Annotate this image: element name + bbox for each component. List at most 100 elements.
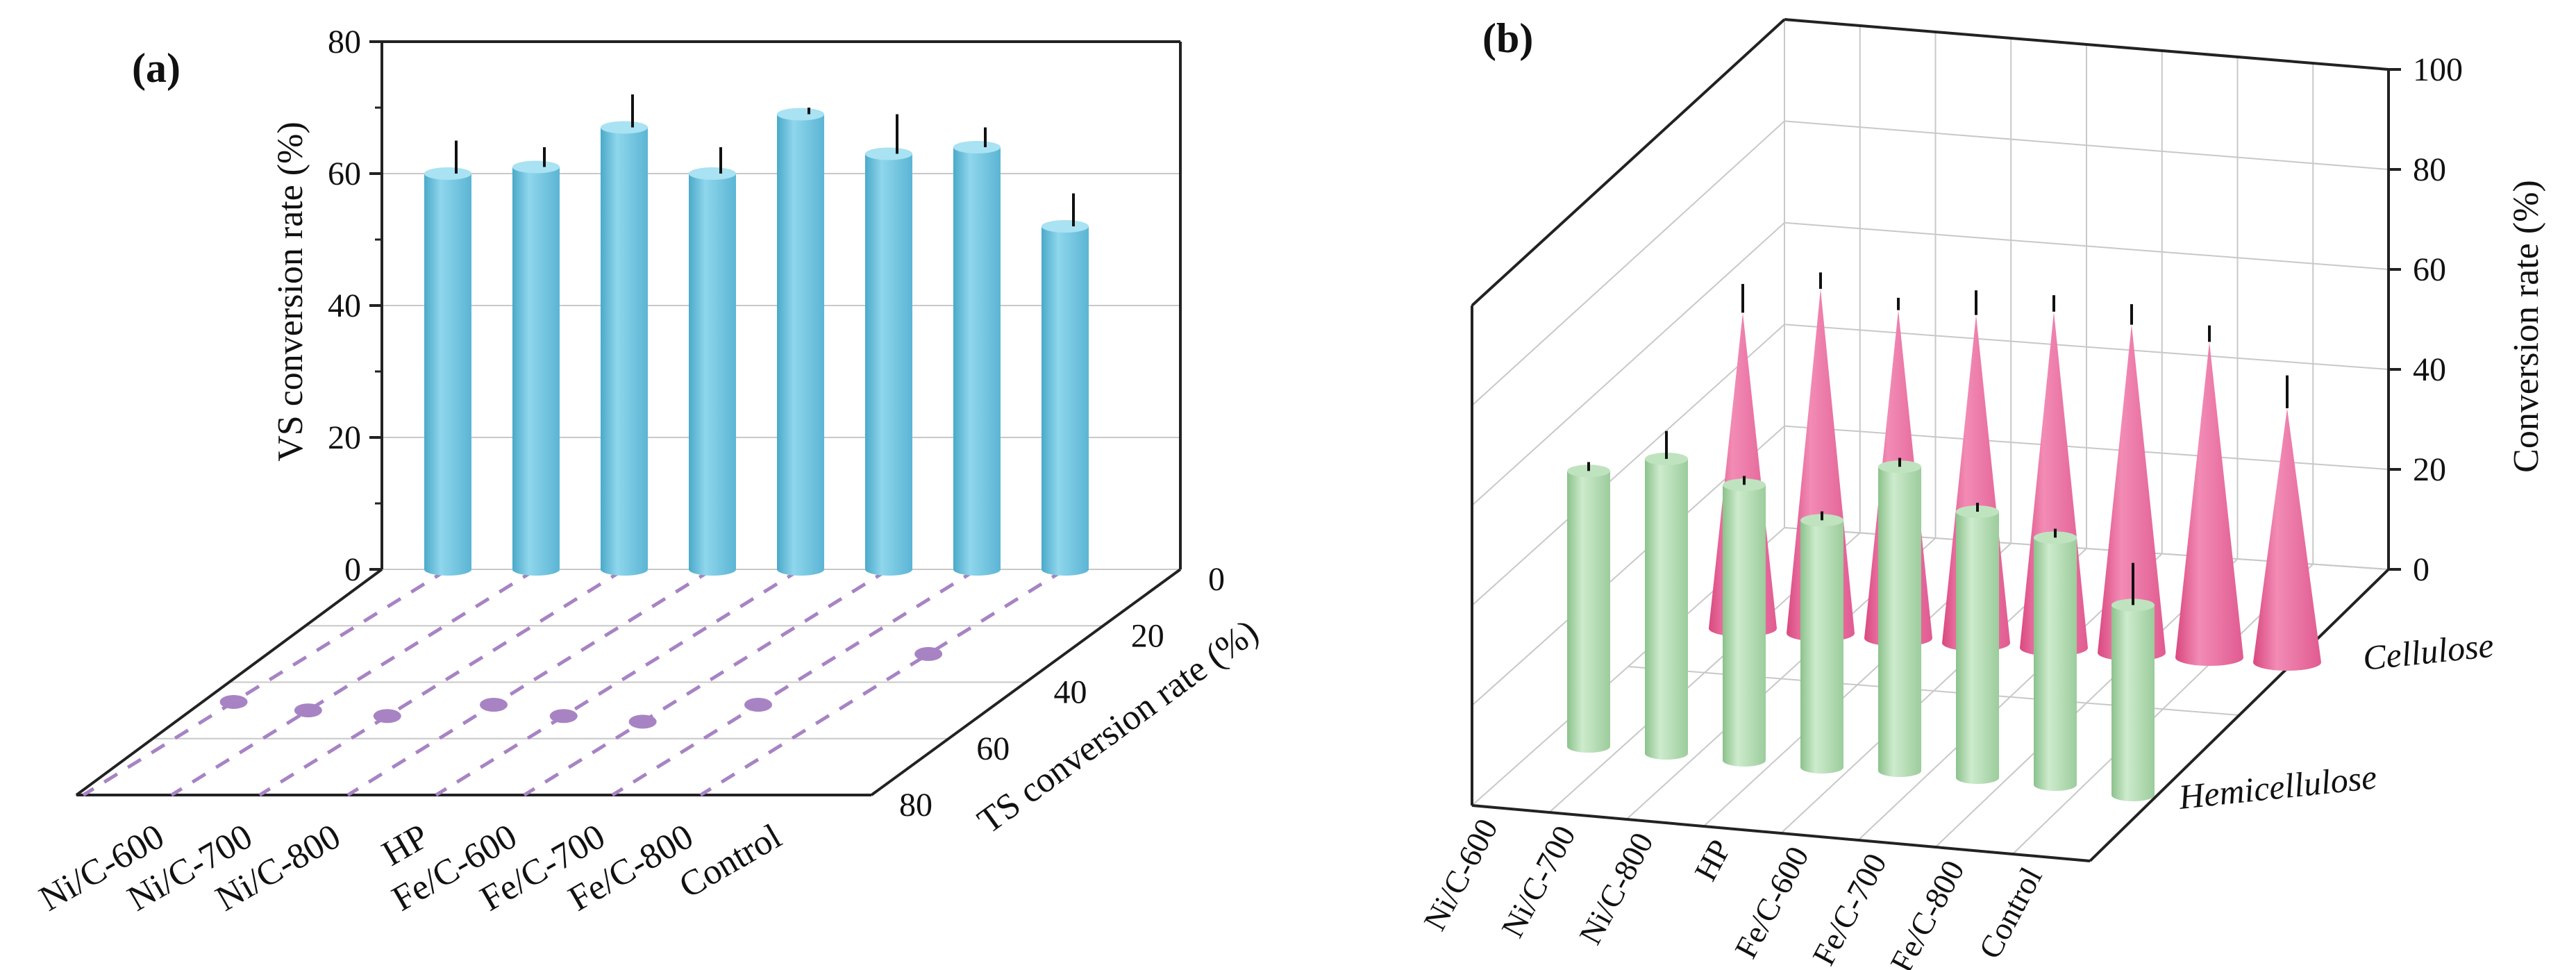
panel-b-wall-gridline bbox=[1471, 120, 1785, 406]
panel-b-top-left-edge bbox=[1471, 18, 1786, 307]
panel-a-ts-point bbox=[373, 709, 401, 724]
panel-b-cellulose-cone bbox=[2253, 375, 2321, 671]
panel-a-vs-bar-top bbox=[777, 108, 824, 121]
panel-b-y-tick-label: 60 bbox=[2413, 251, 2446, 288]
panel-b-category-label: Ni/C-700 bbox=[1494, 820, 1582, 943]
panel-b-hemicellulose-bar bbox=[2111, 562, 2155, 801]
panel-a-z-axis-title: TS conversion rate (%) bbox=[971, 612, 1266, 841]
panel-b-wall-gridline bbox=[1471, 222, 1785, 506]
panel-b-hemicellulose-bar bbox=[1956, 503, 1999, 784]
panel-b-hemicellulose-bar-body bbox=[1567, 471, 1610, 753]
panel-b-y-tick-label: 20 bbox=[2413, 451, 2446, 488]
panel-a-vs-bar-top bbox=[512, 160, 560, 174]
panel-b-cellulose-cone-body bbox=[2098, 324, 2166, 661]
panel-a-z-tick-label: 60 bbox=[976, 730, 1010, 767]
panel-b-wall-gridline bbox=[1471, 324, 1785, 606]
panel-b-cellulose-cone bbox=[2098, 304, 2166, 661]
panel-b-hemicellulose-bar-body bbox=[2034, 537, 2077, 791]
panel-a-y-ticks: 0 20 40 60 80 bbox=[328, 24, 382, 588]
panel-b-top-back-edge bbox=[1784, 18, 2389, 71]
panel-a-vs-bar bbox=[865, 114, 912, 576]
panel-b-hemicellulose-bar-body bbox=[1723, 485, 1766, 767]
panel-b-hemicellulose-bar bbox=[1723, 476, 1766, 767]
panel-a-label: (a) bbox=[132, 45, 181, 91]
panel-a-z-tick-label: 20 bbox=[1131, 617, 1164, 654]
panel-b-series-label-hemicellulose: Hemicellulose bbox=[2176, 757, 2378, 817]
panel-b-category-label: Control bbox=[1972, 862, 2049, 964]
panel-a-ts-point bbox=[219, 694, 248, 709]
panel-b-category-label: Ni/C-800 bbox=[1572, 827, 1660, 950]
panel-b-hemicellulose-bar bbox=[1878, 458, 1921, 777]
panel-a-vs-series bbox=[424, 94, 1089, 576]
panel-b-category-label: Ni/C-600 bbox=[1416, 813, 1505, 936]
panel-b-category-label: Fe/C-700 bbox=[1805, 848, 1893, 970]
panel-b-hemicellulose-bar bbox=[2034, 528, 2077, 791]
panel-a-ts-point bbox=[914, 646, 943, 661]
panel-b-y-tick-label: 40 bbox=[2413, 351, 2446, 388]
panel-b-y-tick-label: 80 bbox=[2413, 151, 2446, 188]
panel-b-cellulose-cone bbox=[2175, 325, 2243, 666]
panel-b-y-tick-label: 100 bbox=[2413, 51, 2463, 88]
panel-a-vs-bar-body bbox=[777, 114, 824, 576]
panel-b-series-label-cellulose: Cellulose bbox=[2361, 626, 2495, 678]
panel-b-front-edge bbox=[1471, 804, 2091, 862]
panel-b-cellulose-cone-body bbox=[2253, 408, 2321, 671]
panel-a: (a) 0 20 40 60 80 0 20 40 60 80 Ni/C-600Ni/C-700… bbox=[33, 24, 1265, 919]
panel-a-y-tick-label: 80 bbox=[328, 24, 361, 60]
panel-a-ts-point bbox=[480, 698, 508, 712]
panel-a-vs-bar-top bbox=[689, 167, 736, 180]
panel-a-z-tick-label: 80 bbox=[899, 787, 932, 823]
panel-b-hemicellulose-bar-body bbox=[1645, 458, 1688, 760]
panel-a-vs-bar-top bbox=[1042, 220, 1089, 233]
panel-a-ts-point bbox=[744, 698, 772, 712]
panel-b-y-axis-title: Conversion rate (%) bbox=[2507, 180, 2546, 473]
panel-b-right-edge bbox=[2089, 568, 2390, 862]
panel-b-hemicellulose-bar-body bbox=[2111, 605, 2155, 801]
panel-b-hemicellulose-bar-body bbox=[1956, 511, 1999, 784]
panel-a-right-edge bbox=[870, 568, 1182, 796]
panel-a-ts-point bbox=[628, 714, 657, 729]
panel-a-ts-point bbox=[294, 703, 322, 718]
panel-a-vs-bar bbox=[689, 147, 736, 576]
panel-a-vs-bar-body bbox=[689, 174, 736, 576]
panel-a-vs-bar-body bbox=[953, 147, 1001, 576]
panel-a-y-tick-label: 40 bbox=[328, 287, 361, 324]
panel-b-hemicellulose-bar bbox=[1800, 511, 1843, 774]
panel-a-vs-bar bbox=[1042, 193, 1089, 576]
panel-a-left-edge bbox=[75, 568, 383, 796]
panel-a-vs-bar bbox=[601, 94, 648, 576]
panel-a-vs-bar-body bbox=[601, 127, 648, 576]
panel-a-floor-grid bbox=[153, 625, 1103, 739]
panel-a-z-tick-label: 0 bbox=[1208, 561, 1225, 598]
panel-b-category-label: HP bbox=[1687, 834, 1738, 887]
panel-a-vs-bar bbox=[953, 127, 1001, 576]
panel-b-hemicellulose-bar bbox=[1645, 430, 1688, 760]
panel-b-hemicellulose-series bbox=[1567, 430, 2155, 801]
panel-a-y-tick-label: 20 bbox=[328, 419, 361, 456]
panel-a-vs-bar-body bbox=[424, 174, 471, 576]
panel-b-hemicellulose-bar-body bbox=[1800, 520, 1843, 774]
panel-b-y-ticks: 0 20 40 60 80 100 bbox=[2389, 51, 2463, 588]
panel-a-vs-bar bbox=[512, 147, 560, 576]
panel-a-ts-point bbox=[549, 709, 578, 724]
panel-b-hemicellulose-bar-body bbox=[1878, 467, 1921, 777]
panel-a-vs-bar-body bbox=[865, 153, 912, 576]
panel-a-y-tick-label: 0 bbox=[344, 551, 361, 588]
panel-a-ts-series bbox=[82, 567, 1067, 797]
panel-a-y-axis-title: VS conversion rate (%) bbox=[271, 122, 310, 462]
panel-b-y-tick-label: 0 bbox=[2413, 551, 2429, 588]
panel-b-category-label: Fe/C-600 bbox=[1728, 841, 1816, 964]
panel-a-vs-bar-body bbox=[1042, 226, 1089, 576]
panel-a-vs-bar bbox=[777, 108, 824, 576]
panel-a-y-tick-label: 60 bbox=[328, 156, 361, 192]
panel-a-vs-bar-top bbox=[953, 141, 1001, 153]
panel-a-vs-bar-body bbox=[512, 167, 560, 576]
panel-b: (b) 0 20 40 60 80 100 Ni/C-600Ni/C-700Ni/C-80… bbox=[1416, 15, 2546, 970]
panel-a-z-tick-label: 40 bbox=[1054, 674, 1087, 711]
panel-b-cellulose-cone-body bbox=[2175, 342, 2243, 666]
panel-a-vs-bar bbox=[424, 140, 471, 576]
panel-a-vs-bar-top bbox=[865, 147, 912, 160]
